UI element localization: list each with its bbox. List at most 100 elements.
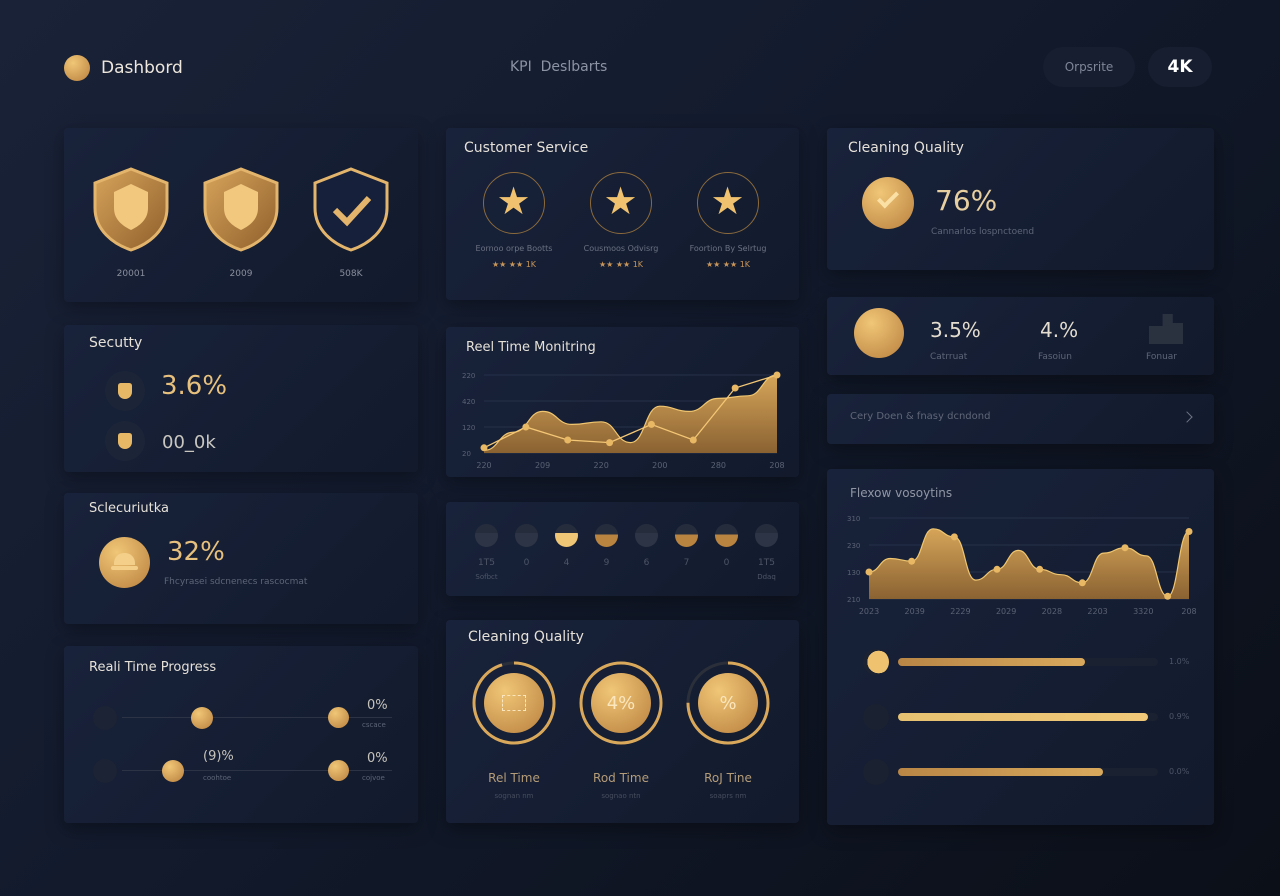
x-tick-label: 200	[652, 461, 667, 470]
status-dot	[635, 524, 658, 547]
progress-track[interactable]	[122, 717, 392, 718]
x-tick-label: 220	[476, 461, 491, 470]
service-label: Eornoo orpe Bootts	[475, 244, 553, 253]
brand-logo-icon	[64, 55, 90, 81]
monitoring-title: Reel Time Monitring	[466, 340, 596, 355]
cleaning-quality-title: Cleaning Quality	[848, 140, 964, 156]
service-label: Foortion By Selrtug	[689, 244, 767, 253]
ring-label: RoJ Tine	[704, 771, 752, 785]
y-tick-label: 130	[847, 569, 860, 577]
data-point	[865, 568, 873, 576]
status-dot-label: 0	[523, 558, 530, 568]
chevron-right-icon	[1181, 411, 1193, 423]
x-tick-label: 2029	[996, 607, 1016, 616]
data-point	[1185, 528, 1193, 535]
flow-card: Flexow vosoytins 210 130 230 310 2023 2039 222…	[827, 469, 1214, 825]
flow-bar	[898, 713, 1158, 721]
status-dot-label: 1T5	[478, 558, 495, 568]
link-row[interactable]: Cery Doen & fnasy dcndond	[827, 394, 1214, 444]
ring-label: Rod Time	[593, 771, 649, 785]
ring-gauge	[472, 661, 556, 745]
y-tick-label: 120	[462, 424, 475, 432]
y-tick-label: 310	[847, 515, 860, 523]
stats-card: 3.5% Catrruat 4.% Fasoiun Fonuar	[827, 297, 1214, 375]
data-point	[647, 420, 655, 428]
dots-card: 1T5 Sofbct 0 4 9 6 7 0 1T5 Ddaq	[446, 502, 799, 596]
stat-value-1: 3.5%	[930, 318, 981, 342]
cleaning-rings-title: Cleaning Quality	[468, 629, 584, 645]
y-tick-label: 420	[462, 398, 475, 406]
data-point	[1078, 579, 1086, 587]
y-tick-label: 20	[462, 450, 471, 458]
ring-sub: soaprs nm	[709, 792, 747, 800]
progress-title: Reali Time Progress	[89, 660, 217, 675]
flow-bar-value: 0.9%	[1169, 712, 1190, 721]
ring-center	[484, 673, 544, 733]
status-dot-label: 4	[563, 558, 570, 568]
puzzle-icon	[854, 308, 904, 358]
shield-icon	[93, 167, 169, 252]
service-label: Cousmoos Odvisrg	[583, 244, 659, 253]
progress-value: 0%	[367, 751, 388, 766]
flow-title: Flexow vosoytins	[850, 486, 953, 500]
x-tick-label: 2203	[1087, 607, 1107, 616]
data-point	[950, 533, 958, 541]
data-point	[480, 444, 488, 452]
brand-title: Dashbord	[101, 58, 183, 78]
header-option-button[interactable]: Orpsrite	[1043, 47, 1135, 87]
area-series	[484, 375, 777, 453]
check-icon	[862, 177, 914, 229]
ring-sub: sognan nm	[494, 792, 534, 800]
flow-bar-dot	[863, 649, 889, 675]
ring-center: %	[698, 673, 758, 733]
area-series-line	[868, 528, 1190, 597]
progress-knob[interactable]	[162, 760, 184, 782]
stat-label-1: Catrruat	[930, 352, 968, 362]
service-rating: ★★ ★★ 1K	[598, 260, 644, 269]
shield-check-icon	[313, 167, 389, 252]
chart-board-icon	[502, 695, 526, 711]
status-dot-label: 9	[603, 558, 610, 568]
progress-knob[interactable]	[191, 707, 213, 729]
star-icon: ★	[603, 179, 638, 223]
ring-center-text: 4%	[606, 692, 636, 714]
security-title: Secutty	[89, 335, 143, 351]
security-card: Secutty 3.6% 00_0k	[64, 325, 418, 472]
service-rating: ★★ ★★ 1K	[705, 260, 751, 269]
progress-start-dot	[93, 759, 117, 783]
ring-gauge	[686, 661, 770, 745]
y-tick-label: 230	[847, 542, 860, 550]
progress-mid-caption: coohtoe	[203, 774, 232, 782]
status-dot	[675, 524, 698, 547]
status-dot	[755, 524, 778, 547]
ring-center-text: %	[719, 692, 737, 714]
y-tick-label: 210	[847, 596, 860, 604]
x-tick-label: 280	[711, 461, 726, 470]
x-tick-label: 209	[535, 461, 550, 470]
progress-end-knob[interactable]	[328, 760, 349, 781]
customer-service-title: Customer Service	[464, 140, 589, 156]
status-dot-label: 1T5	[758, 558, 775, 568]
data-point	[1164, 592, 1172, 600]
shield-icon	[203, 167, 279, 252]
progress-end-knob[interactable]	[328, 707, 349, 728]
shield-icon	[105, 371, 145, 411]
x-tick-label: 2023	[859, 607, 879, 616]
flow-bar-dot	[863, 704, 889, 730]
star-icon: ★	[496, 179, 531, 223]
status-dot	[515, 524, 538, 547]
status-dot	[595, 524, 618, 547]
secondary-caption: Fhcyrasei sdcnenecs rascocmat	[164, 577, 308, 587]
y-tick-label: 220	[462, 372, 475, 380]
progress-value: 0%	[367, 698, 388, 713]
cleaning-rings-card: Cleaning Quality Rel Time sognan nm 4% R…	[446, 620, 799, 823]
progress-track[interactable]	[122, 770, 392, 771]
ring-gauge	[579, 661, 663, 745]
resolution-button[interactable]: 4K	[1148, 47, 1212, 87]
data-point	[522, 423, 530, 431]
data-point	[606, 439, 614, 447]
flow-bar	[898, 768, 1158, 776]
flow-bar-value: 0.0%	[1169, 767, 1190, 776]
x-tick-label: 208	[769, 461, 784, 470]
status-dot	[715, 524, 738, 547]
